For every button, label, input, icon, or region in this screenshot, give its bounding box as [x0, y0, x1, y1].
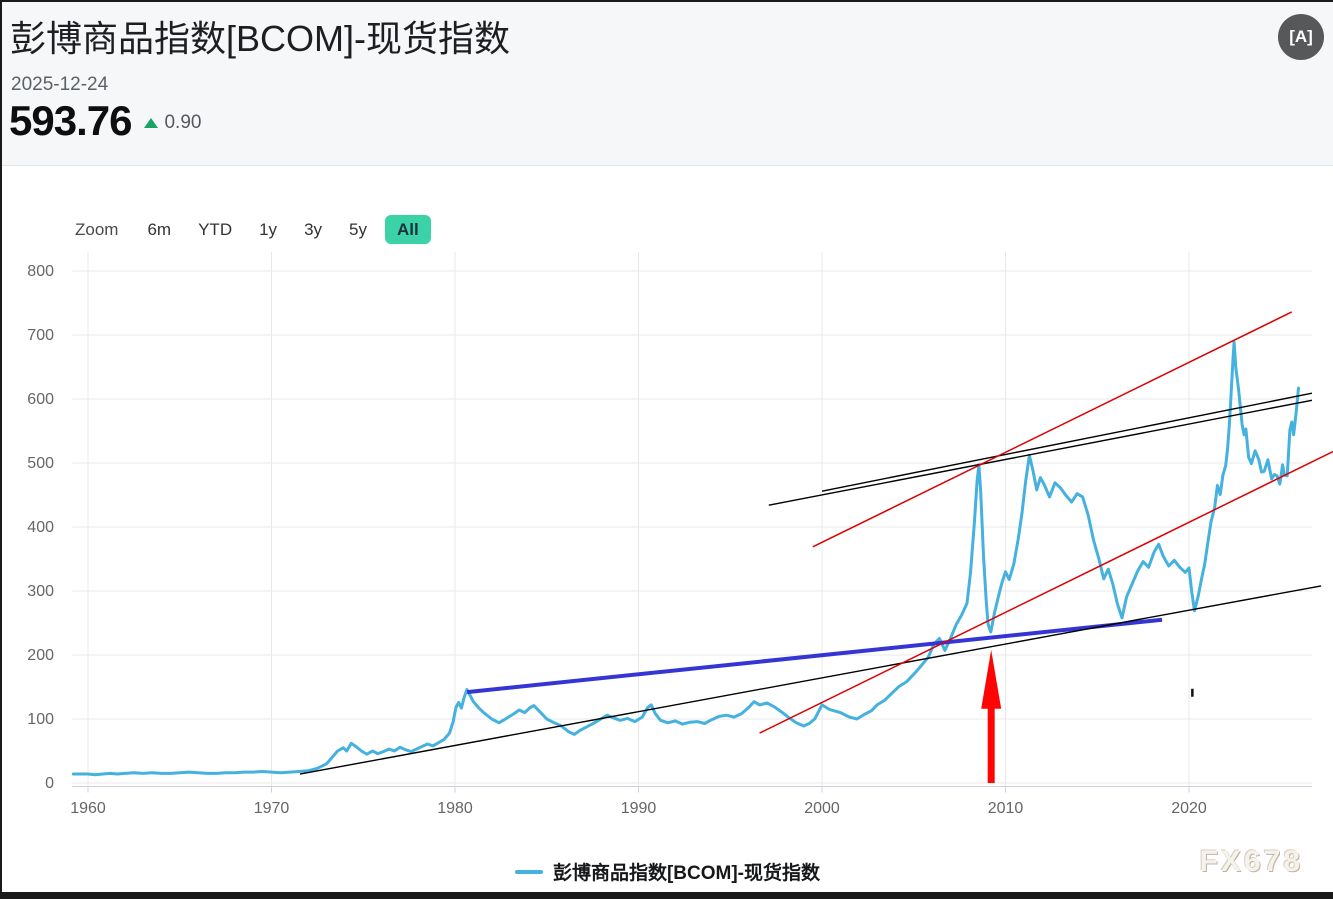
black-upper-trendline-2	[821, 392, 1313, 492]
legend[interactable]: 彭博商品指数[BCOM]-现货指数	[2, 858, 1333, 885]
range-button-6m[interactable]: 6m	[147, 220, 172, 239]
small-dash-annotation	[1191, 688, 1194, 697]
y-axis-label: 100	[27, 711, 54, 728]
x-axis-label: 2000	[804, 800, 840, 817]
x-axis-label: 1970	[254, 800, 290, 817]
y-axis-label: 800	[27, 263, 54, 280]
red-lower-trendline	[759, 450, 1333, 734]
x-axis-label: 1990	[621, 800, 657, 817]
y-axis-label: 300	[27, 583, 54, 600]
range-buttons: 6m YTD 1y 3y 5y All	[138, 215, 439, 244]
font-size-button[interactable]: [A]	[1278, 14, 1324, 60]
x-axis-label: 1980	[437, 800, 473, 817]
font-size-icon: [A]	[1289, 27, 1313, 46]
watermark: FX678	[1199, 845, 1303, 878]
y-axis-label: 600	[27, 391, 54, 408]
x-axis-label: 2010	[988, 800, 1024, 817]
range-button-all[interactable]: All	[385, 215, 431, 244]
y-axis-label: 0	[45, 775, 54, 792]
range-button-1y[interactable]: 1y	[259, 220, 278, 239]
zoom-label: Zoom	[75, 220, 119, 239]
red-up-arrow	[981, 649, 1002, 783]
range-button-3y[interactable]: 3y	[304, 220, 323, 239]
blue-support-trendline	[466, 617, 1163, 695]
price-change: 0.90	[164, 112, 202, 133]
y-axis-label: 200	[27, 647, 54, 664]
header: 彭博商品指数[BCOM]-现货指数 2025-12-24 593.76 0.90…	[2, 2, 1333, 166]
x-axis-label: 1960	[70, 800, 106, 817]
y-axis-label: 400	[27, 519, 54, 536]
up-triangle-icon	[144, 118, 159, 128]
bottom-bar	[2, 892, 1333, 899]
last-price: 593.76	[9, 97, 132, 144]
black-upper-trendline-1	[768, 399, 1313, 506]
legend-series-marker	[514, 869, 543, 874]
range-selector: Zoom 6m YTD 1y 3y 5y All	[75, 213, 440, 247]
page-title: 彭博商品指数[BCOM]-现货指数	[10, 18, 510, 59]
series-line[interactable]	[71, 340, 1300, 777]
y-axis-label: 500	[27, 455, 54, 472]
range-button-ytd[interactable]: YTD	[198, 220, 233, 239]
red-upper-trendline	[812, 311, 1293, 548]
price-row: 593.76 0.90	[9, 100, 201, 142]
quote-date: 2025-12-24	[11, 74, 109, 95]
range-button-5y[interactable]: 5y	[349, 220, 367, 239]
black-long-trendline	[299, 585, 1322, 775]
legend-series-label: 彭博商品指数[BCOM]-现货指数	[552, 863, 821, 884]
y-axis-label: 700	[27, 327, 54, 344]
x-axis-label: 2020	[1171, 800, 1207, 817]
